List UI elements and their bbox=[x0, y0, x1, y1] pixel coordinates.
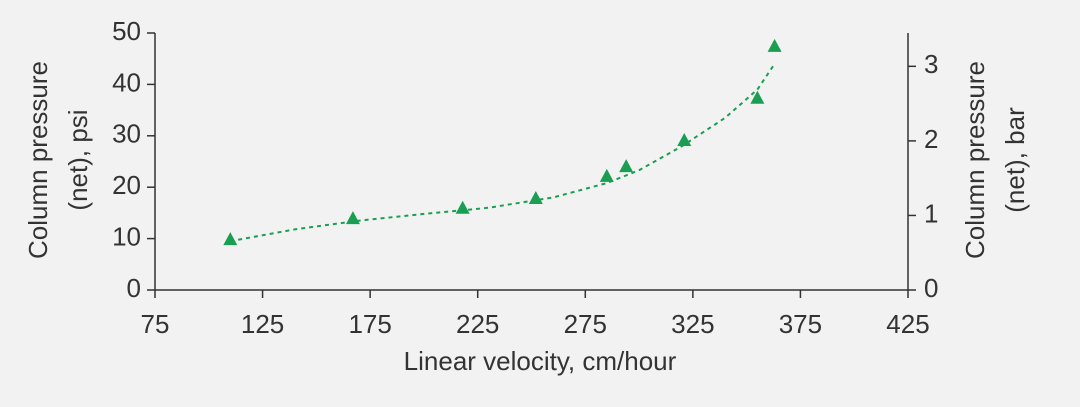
data-point bbox=[223, 232, 238, 246]
x-tick-label: 75 bbox=[141, 309, 170, 339]
data-point bbox=[767, 38, 782, 52]
x-tick-label: 325 bbox=[671, 309, 714, 339]
y-tick-label: 40 bbox=[112, 67, 141, 97]
x-tick-label: 175 bbox=[348, 309, 391, 339]
fit-line bbox=[230, 63, 776, 243]
x-tick-label: 125 bbox=[241, 309, 284, 339]
y2-tick-label: 0 bbox=[924, 273, 938, 303]
data-point bbox=[455, 200, 470, 214]
y-axis-label: (net), psi bbox=[63, 109, 93, 210]
y2-tick-label: 2 bbox=[924, 124, 938, 154]
data-point bbox=[345, 211, 360, 225]
x-tick-label: 425 bbox=[886, 309, 929, 339]
x-tick-label: 375 bbox=[779, 309, 822, 339]
data-point bbox=[599, 168, 614, 182]
y2-axis-label: (net), bar bbox=[1000, 107, 1030, 213]
data-point bbox=[677, 132, 692, 146]
data-point bbox=[750, 90, 765, 104]
x-tick-label: 275 bbox=[564, 309, 607, 339]
data-point bbox=[619, 159, 634, 173]
y-tick-label: 10 bbox=[112, 221, 141, 251]
data-point bbox=[528, 191, 543, 205]
y-tick-label: 20 bbox=[112, 170, 141, 200]
y2-tick-label: 3 bbox=[924, 49, 938, 79]
y-axis-label: Column pressure bbox=[23, 61, 53, 259]
y2-axis-label: Column pressure bbox=[960, 61, 990, 259]
y-tick-label: 50 bbox=[112, 16, 141, 46]
y-tick-label: 30 bbox=[112, 119, 141, 149]
y2-tick-label: 1 bbox=[924, 198, 938, 228]
y-tick-label: 0 bbox=[127, 273, 141, 303]
x-axis-label: Linear velocity, cm/hour bbox=[404, 346, 677, 376]
x-tick-label: 225 bbox=[456, 309, 499, 339]
